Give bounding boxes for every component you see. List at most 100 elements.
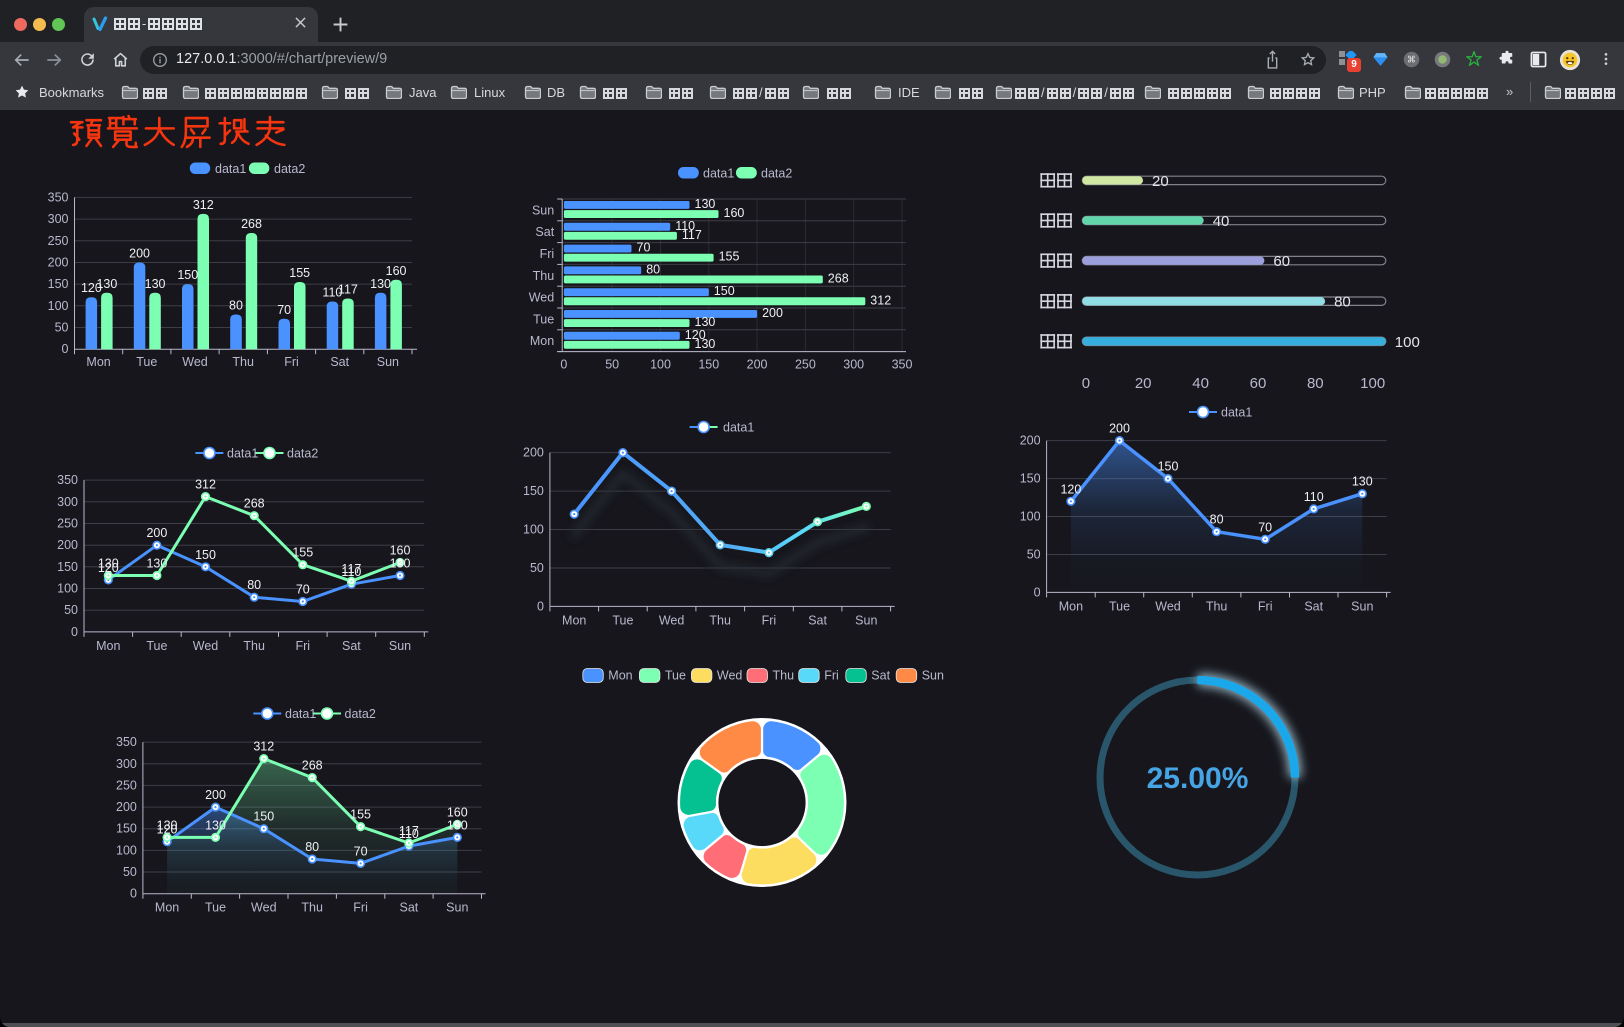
svg-text:155: 155 bbox=[719, 250, 740, 264]
svg-text:250: 250 bbox=[116, 778, 137, 792]
svg-text:200: 200 bbox=[762, 306, 783, 320]
svg-text:Sun: Sun bbox=[1351, 599, 1373, 613]
svg-text:130: 130 bbox=[146, 557, 167, 571]
svg-text:117: 117 bbox=[338, 283, 358, 297]
svg-text:130: 130 bbox=[447, 818, 468, 832]
svg-text:100: 100 bbox=[1020, 510, 1041, 524]
svg-text:data2: data2 bbox=[274, 162, 305, 176]
svg-text:120: 120 bbox=[81, 281, 102, 295]
svg-text:155: 155 bbox=[292, 546, 313, 560]
svg-text:150: 150 bbox=[57, 560, 78, 574]
svg-text:data2: data2 bbox=[287, 447, 318, 461]
svg-text:Thu: Thu bbox=[533, 269, 555, 283]
svg-text:268: 268 bbox=[302, 759, 323, 773]
svg-text:150: 150 bbox=[1158, 460, 1179, 474]
svg-text:130: 130 bbox=[695, 197, 716, 211]
svg-text:120: 120 bbox=[685, 328, 706, 342]
svg-text:150: 150 bbox=[1020, 472, 1041, 486]
svg-text:Tue: Tue bbox=[1109, 599, 1130, 613]
svg-text:Fri: Fri bbox=[824, 669, 839, 683]
svg-text:data1: data1 bbox=[215, 162, 246, 176]
svg-text:350: 350 bbox=[116, 735, 137, 749]
svg-text:60: 60 bbox=[1273, 253, 1290, 270]
svg-text:50: 50 bbox=[605, 358, 619, 372]
svg-text:268: 268 bbox=[241, 217, 262, 231]
svg-text:80: 80 bbox=[229, 299, 243, 313]
svg-text:Mon: Mon bbox=[562, 613, 586, 627]
svg-text:100: 100 bbox=[116, 843, 137, 857]
svg-text:Fri: Fri bbox=[353, 901, 368, 915]
svg-text:Wed: Wed bbox=[529, 291, 555, 305]
svg-text:Mon: Mon bbox=[155, 901, 179, 915]
svg-text:130: 130 bbox=[695, 315, 716, 329]
svg-text:Fri: Fri bbox=[296, 639, 311, 653]
svg-text:312: 312 bbox=[193, 198, 214, 212]
svg-text:Sun: Sun bbox=[446, 901, 468, 915]
svg-text:200: 200 bbox=[1109, 422, 1130, 436]
svg-text:130: 130 bbox=[96, 277, 117, 291]
svg-text:150: 150 bbox=[698, 358, 719, 372]
svg-text:110: 110 bbox=[322, 286, 342, 300]
svg-text:80: 80 bbox=[1210, 513, 1224, 527]
svg-text:130: 130 bbox=[98, 557, 119, 571]
svg-text:Sat: Sat bbox=[1304, 599, 1323, 613]
svg-text:268: 268 bbox=[244, 497, 265, 511]
svg-text:data1: data1 bbox=[1221, 406, 1252, 420]
svg-text:130: 130 bbox=[695, 337, 716, 351]
svg-text:Sun: Sun bbox=[922, 669, 944, 683]
svg-text:110: 110 bbox=[399, 827, 419, 841]
svg-text:250: 250 bbox=[57, 517, 78, 531]
svg-text:155: 155 bbox=[289, 266, 310, 280]
svg-text:70: 70 bbox=[637, 241, 651, 255]
svg-text:0: 0 bbox=[1034, 585, 1041, 599]
svg-text:130: 130 bbox=[1352, 475, 1373, 489]
svg-text:200: 200 bbox=[146, 526, 167, 540]
svg-text:150: 150 bbox=[195, 548, 216, 562]
svg-text:20: 20 bbox=[1152, 173, 1169, 190]
svg-text:Fri: Fri bbox=[762, 613, 777, 627]
svg-text:Fri: Fri bbox=[540, 247, 555, 261]
svg-text:0: 0 bbox=[537, 599, 544, 613]
svg-text:Mon: Mon bbox=[96, 639, 120, 653]
svg-text:Sat: Sat bbox=[342, 639, 361, 653]
svg-text:60: 60 bbox=[1250, 375, 1267, 392]
svg-text:data1: data1 bbox=[703, 167, 734, 181]
svg-text:150: 150 bbox=[48, 277, 69, 291]
svg-text:300: 300 bbox=[843, 358, 864, 372]
svg-text:Sun: Sun bbox=[377, 355, 399, 369]
svg-text:200: 200 bbox=[1020, 434, 1041, 448]
svg-text:Tue: Tue bbox=[146, 639, 167, 653]
svg-text:130: 130 bbox=[205, 818, 226, 832]
svg-text:Sat: Sat bbox=[400, 901, 419, 915]
svg-text:Wed: Wed bbox=[1155, 599, 1181, 613]
svg-text:Sat: Sat bbox=[871, 669, 890, 683]
svg-text:160: 160 bbox=[447, 805, 468, 819]
svg-text:160: 160 bbox=[386, 264, 407, 278]
svg-text:Wed: Wed bbox=[193, 639, 219, 653]
svg-text:350: 350 bbox=[892, 358, 913, 372]
svg-text:data1: data1 bbox=[285, 707, 316, 721]
svg-text:100: 100 bbox=[650, 358, 671, 372]
svg-text:155: 155 bbox=[350, 808, 371, 822]
svg-text:100: 100 bbox=[1360, 375, 1385, 392]
svg-text:150: 150 bbox=[253, 810, 274, 824]
svg-text:50: 50 bbox=[1027, 548, 1041, 562]
svg-text:80: 80 bbox=[247, 578, 261, 592]
svg-text:100: 100 bbox=[48, 299, 69, 313]
svg-text:data2: data2 bbox=[761, 167, 792, 181]
svg-text:Wed: Wed bbox=[717, 669, 743, 683]
svg-text:120: 120 bbox=[98, 561, 119, 575]
svg-text:312: 312 bbox=[870, 293, 891, 307]
svg-text:Thu: Thu bbox=[1206, 599, 1228, 613]
svg-text:Sun: Sun bbox=[532, 203, 554, 217]
svg-text:200: 200 bbox=[523, 446, 544, 460]
svg-text:80: 80 bbox=[1307, 375, 1324, 392]
svg-text:350: 350 bbox=[48, 190, 69, 204]
svg-text:300: 300 bbox=[116, 757, 137, 771]
svg-text:Wed: Wed bbox=[251, 901, 277, 915]
svg-text:0: 0 bbox=[130, 887, 137, 901]
svg-text:268: 268 bbox=[828, 272, 849, 286]
svg-text:120: 120 bbox=[157, 823, 178, 837]
svg-text:117: 117 bbox=[682, 228, 702, 242]
svg-text:Thu: Thu bbox=[709, 613, 731, 627]
